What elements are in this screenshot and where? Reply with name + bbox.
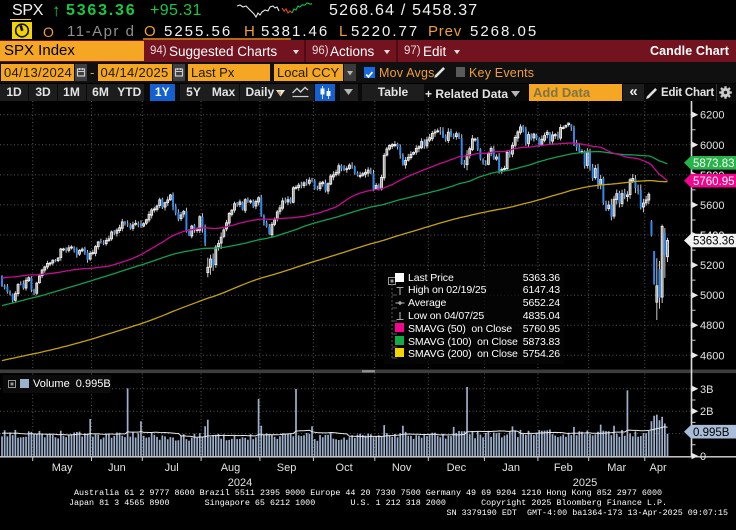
svg-text:Nov: Nov: [392, 462, 412, 474]
svg-text:2025: 2025: [573, 477, 597, 487]
svg-text:6200: 6200: [700, 110, 724, 122]
svg-text:5873.83: 5873.83: [693, 158, 735, 170]
svg-text:0.995B: 0.995B: [693, 427, 730, 439]
svg-text:6000: 6000: [700, 140, 724, 152]
svg-text:5760.95: 5760.95: [693, 176, 735, 188]
svg-text:Dec: Dec: [447, 462, 467, 474]
svg-text:5600: 5600: [700, 200, 724, 212]
svg-text:5200: 5200: [700, 260, 724, 272]
svg-text:5363.36: 5363.36: [693, 236, 735, 248]
svg-text:Jul: Jul: [165, 462, 179, 474]
svg-text:Sep: Sep: [277, 462, 297, 474]
svg-text:Mar: Mar: [607, 462, 626, 474]
svg-text:4800: 4800: [700, 320, 724, 332]
svg-text:Oct: Oct: [336, 462, 353, 474]
svg-text:2B: 2B: [700, 406, 713, 418]
svg-text:2024: 2024: [228, 477, 252, 487]
svg-text:Apr: Apr: [650, 462, 667, 474]
svg-text:3B: 3B: [700, 384, 713, 396]
svg-text:Jun: Jun: [108, 462, 126, 474]
svg-text:Aug: Aug: [221, 462, 241, 474]
svg-text:Jan: Jan: [502, 462, 520, 474]
svg-text:5000: 5000: [700, 290, 724, 302]
svg-text:Feb: Feb: [554, 462, 573, 474]
svg-text:4600: 4600: [700, 350, 724, 362]
svg-text:0: 0: [700, 451, 706, 463]
svg-text:May: May: [52, 462, 73, 474]
